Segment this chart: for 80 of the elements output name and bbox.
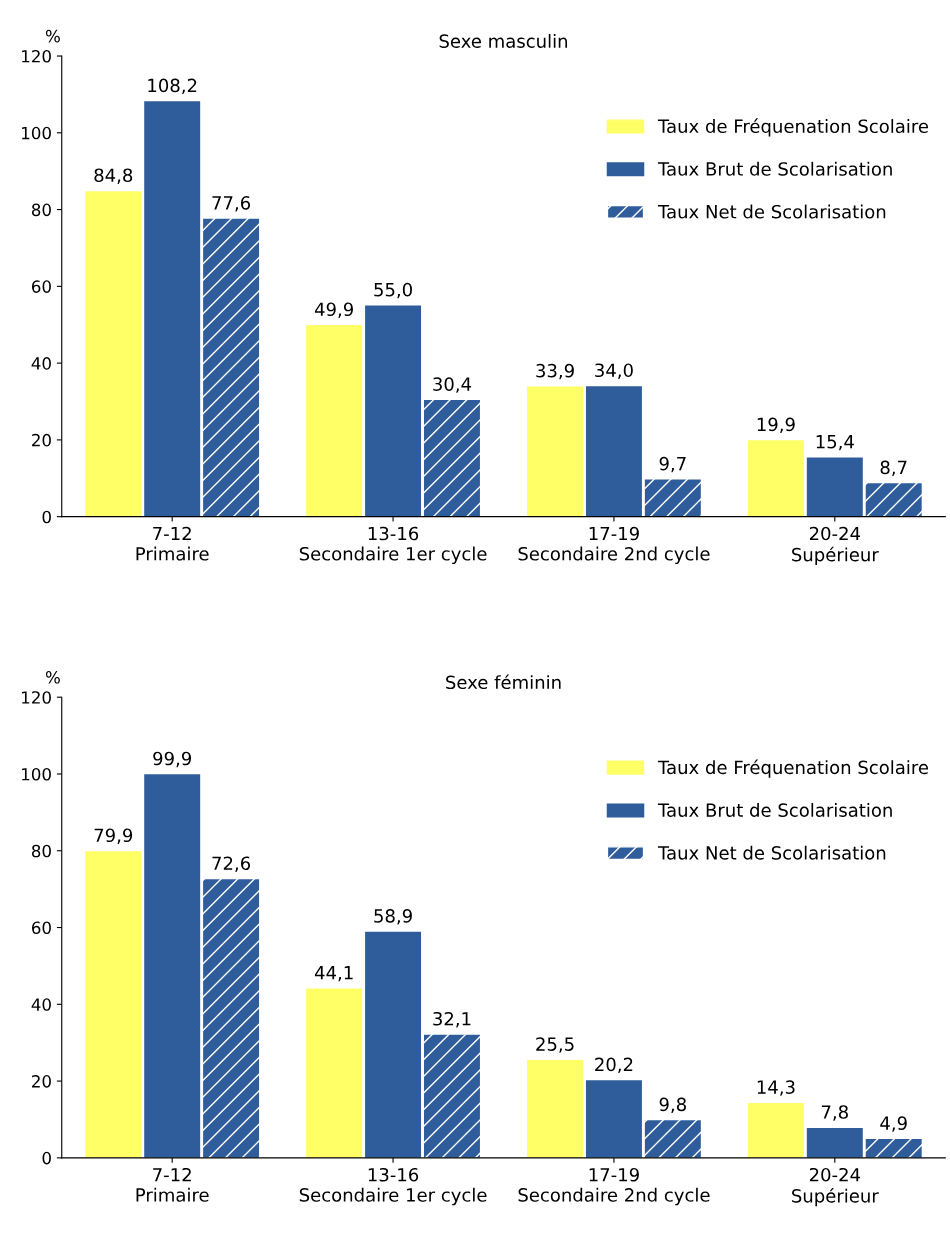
data-label: 8,7 [880,460,907,477]
data-label: 34,0 [595,363,633,379]
data-label: 20,2 [595,1057,633,1074]
data-label: 15,4 [816,435,854,451]
bar [423,1034,480,1158]
bar [806,1127,863,1158]
x-tick-label: 13-16 Secondaire 1er cycle [299,526,487,565]
y-tick-label: 60 [31,921,51,935]
bar [365,931,422,1158]
bar [85,191,142,517]
legend-label: Taux Brut de Scolarisation [657,802,892,817]
y-tick-label: 100 [22,767,51,781]
data-label: 30,4 [433,377,472,393]
data-label: 25,5 [536,1037,574,1053]
chart-title: Sexe féminin [446,674,561,690]
bar [203,218,260,517]
legend-label: Taux de Fréquenation Scolaire [657,759,929,778]
data-label: 72,6 [212,856,251,872]
bar [85,851,142,1158]
data-label: 33,9 [536,363,574,380]
bar [644,1120,701,1158]
data-label: 84,8 [94,168,133,184]
y-tick-label: 20 [32,433,51,447]
data-label: 58,9 [374,909,412,925]
legend-label: Taux Brut de Scolarisation [657,161,892,176]
data-label: 7,8 [821,1105,848,1121]
data-label: 55,0 [374,282,412,299]
bar [365,305,422,517]
y-tick-label: 0 [42,510,51,524]
bar [144,101,201,517]
bar [585,1080,642,1158]
x-tick-label: 7-12 Primaire [136,526,209,561]
bar [306,988,363,1158]
bar [423,399,480,517]
y-tick-label: 100 [22,126,51,140]
bar [203,879,260,1158]
x-tick-label: 20-24 Supérieur [792,1167,879,1207]
bar [865,1139,922,1158]
data-label: 9,7 [659,456,686,473]
y-tick-label: 40 [31,998,51,1011]
data-label: 44,1 [314,966,353,982]
y-tick-label: 60 [31,280,51,293]
data-label: 4,9 [880,1116,907,1132]
data-label: 19,9 [757,417,795,434]
legend-label: Taux Net de Scolarisation [657,204,886,219]
bar [747,440,804,517]
data-label: 14,3 [757,1080,795,1096]
legend-label: Taux Net de Scolarisation [657,845,886,860]
bar [527,1059,584,1158]
bar [306,325,363,517]
bar [527,386,584,517]
data-label: 77,6 [212,196,251,212]
bar [644,479,701,517]
y-tick-label: 40 [31,357,51,370]
bar [865,483,922,517]
chart-title: Sexe masculin [439,33,568,48]
data-label: 49,9 [314,302,353,318]
y-tick-label: 120 [22,691,51,704]
data-label: 108,2 [148,78,197,95]
x-tick-label: 7-12 Primaire [136,1167,209,1202]
bar [585,386,642,517]
y-tick-label: 20 [32,1075,51,1088]
x-tick-label: 17-19 Secondaire 2nd cycle [518,526,710,565]
y-axis-title: % [45,29,60,43]
x-tick-label: 20-24 Supérieur [792,526,879,565]
y-tick-label: 120 [22,49,51,63]
y-tick-label: 80 [31,844,51,858]
bar [144,774,201,1158]
bar [806,457,863,517]
y-axis-title: % [45,671,60,684]
y-tick-label: 0 [42,1151,51,1165]
data-label: 99,9 [153,751,192,768]
y-tick-label: 80 [31,203,51,217]
data-label: 32,1 [433,1011,471,1028]
x-tick-label: 13-16 Secondaire 1er cycle [299,1167,487,1206]
x-tick-label: 17-19 Secondaire 2nd cycle [518,1167,710,1206]
data-label: 9,8 [659,1097,686,1114]
data-label: 79,9 [94,828,133,844]
bar [747,1102,804,1158]
legend-label: Taux de Fréquenation Scolaire [657,118,929,137]
